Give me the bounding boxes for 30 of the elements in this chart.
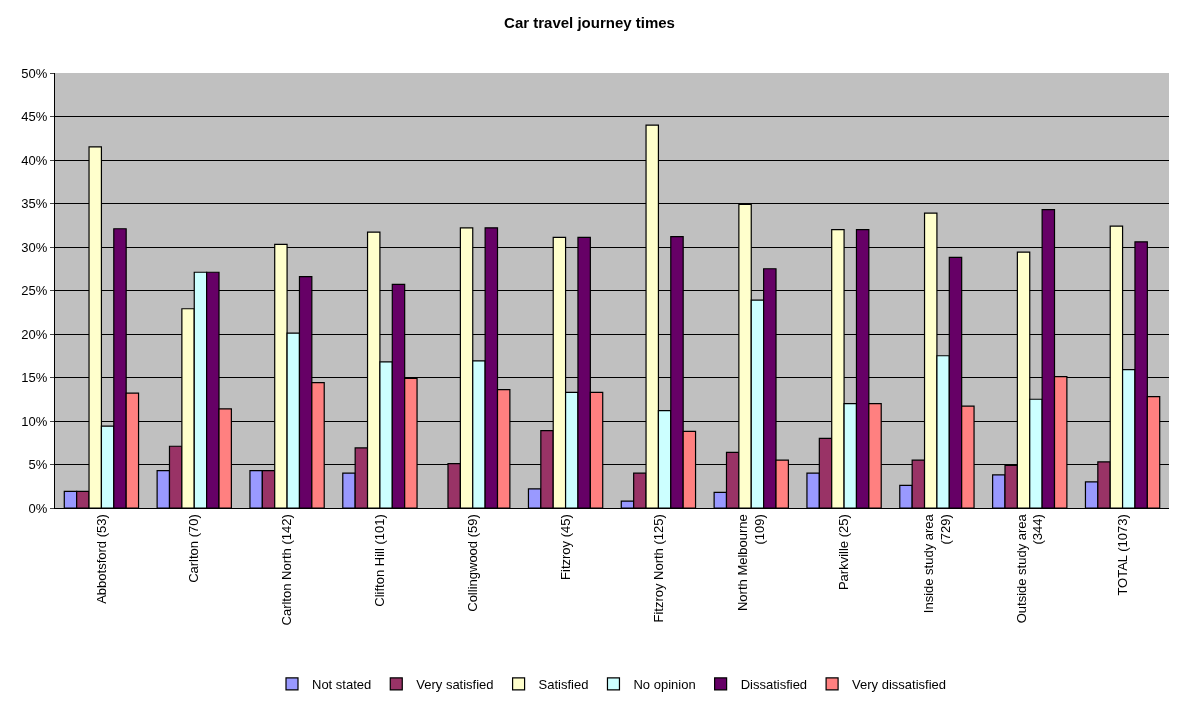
x-tick-label: TOTAL (1073) (1114, 514, 1130, 596)
legend-label: Dissatisfied (740, 676, 808, 692)
legend-label: Not stated (312, 676, 372, 692)
x-tick-label: North Melbourne (109) (735, 514, 767, 612)
x-tick-label: Clifton Hill (101) (372, 514, 388, 607)
x-tick-label: Carlton North (142) (279, 514, 295, 626)
x-tick-label: Collingwood (59) (464, 514, 480, 612)
x-tick-label: Outside study area (344) (1013, 513, 1046, 624)
y-tick-label: 45% (21, 109, 48, 125)
y-tick-label: 15% (21, 370, 48, 386)
x-tick-label: Fitzroy (45) (557, 514, 573, 580)
legend-label: Satisfied (538, 676, 589, 692)
y-tick-label: 50% (21, 65, 48, 81)
x-tick-label: Abbotsford (53) (93, 514, 109, 604)
y-tick-label: 0% (28, 500, 48, 516)
y-tick-label: 20% (21, 326, 48, 342)
legend-label: Very dissatisfied (852, 676, 947, 692)
x-tick-label: Inside study area (729) (920, 513, 953, 614)
legend-label: Very satisfied (416, 676, 494, 692)
y-tick-label: 30% (21, 239, 48, 255)
x-tick-label: Parkville (25) (836, 514, 852, 591)
legend-label: No opinion (633, 676, 696, 692)
y-tick-label: 25% (21, 283, 48, 299)
x-tick-label: Fitzroy North (125) (650, 514, 666, 623)
y-tick-label: 35% (21, 196, 48, 212)
chart-title: Car travel journey times (504, 14, 675, 32)
y-tick-label: 40% (21, 152, 48, 168)
y-tick-label: 10% (21, 413, 48, 429)
x-tick-label: Carlton (70) (186, 514, 202, 583)
y-tick-label: 5% (28, 457, 48, 473)
